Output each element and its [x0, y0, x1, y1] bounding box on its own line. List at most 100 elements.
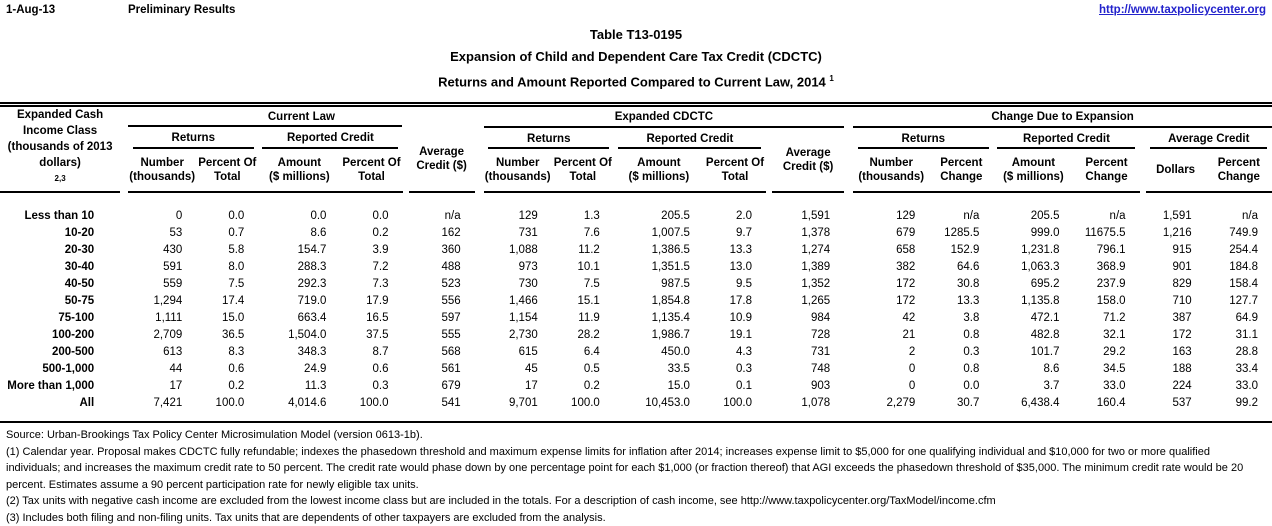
value-cell: 71.2 — [1103, 312, 1126, 325]
value-cell: 903 — [811, 380, 831, 393]
ex-average-credit-header: Average Credit ($) — [772, 127, 845, 194]
table-row: 40-50 559 7.5 292.3 7.3 523 730 7.5 987.5 9.5 1,35… — [0, 276, 1272, 293]
value-cell: 0.1 — [736, 380, 753, 393]
value-cell: 731 — [811, 346, 831, 359]
group-expanded-cdctc: Expanded CDCTC — [483, 104, 845, 129]
value-cell: 9.5 — [736, 278, 753, 291]
value-cell: 1,986.7 — [651, 329, 690, 342]
value-cell: 555 — [441, 329, 461, 342]
table-subject-title: Expansion of Child and Dependent Care Ta… — [450, 49, 822, 64]
cl-amount-header: Amount ($ millions) — [258, 149, 341, 194]
spacer-cell — [475, 344, 484, 361]
spacer-cell — [120, 242, 128, 259]
value-cell: 172 — [896, 295, 916, 308]
income-class-cell: 40-50 — [64, 278, 95, 291]
spacer-cell — [844, 327, 853, 344]
footnote-ref-2-3: 2,3 — [54, 174, 66, 184]
value-cell: 172 — [1172, 329, 1192, 342]
value-cell: 33.4 — [1235, 363, 1258, 376]
value-cell: 17 — [524, 380, 538, 393]
value-cell: 7.2 — [372, 261, 389, 274]
section-spacer — [844, 105, 853, 192]
footnote-1: (1) Calendar year. Proposal makes CDCTC … — [6, 445, 1244, 491]
value-cell: 6.4 — [583, 346, 600, 359]
income-class-cell: 20-30 — [64, 244, 95, 257]
value-cell: 591 — [163, 261, 183, 274]
value-cell: 0.5 — [583, 363, 600, 376]
value-cell: 719.0 — [297, 295, 327, 308]
income-class-cell: 30-40 — [64, 261, 95, 274]
value-cell: 1,135.4 — [651, 312, 690, 325]
top-bar: 1-Aug-13 Preliminary Results http://www.… — [0, 0, 1272, 16]
value-cell: 2,709 — [153, 329, 183, 342]
spacer-cell — [475, 192, 484, 225]
value-cell: 1,078 — [801, 397, 831, 410]
title-block: Table T13-0195 Expansion of Child and De… — [0, 24, 1272, 93]
income-class-cell: More than 1,000 — [7, 380, 95, 393]
footnote-2: (2) Tax units with negative cash income … — [6, 495, 996, 508]
value-cell: 1,135.8 — [1021, 295, 1060, 308]
value-cell: 36.5 — [221, 329, 245, 342]
value-cell: 64.9 — [1235, 312, 1258, 325]
subgroup-header-row: Returns Reported Credit Average Credit ($… — [0, 127, 1272, 194]
spacer-cell — [475, 310, 484, 327]
taxpolicycenter-link[interactable]: http://www.taxpolicycenter.org — [1099, 4, 1266, 16]
value-cell: 0 — [908, 380, 916, 393]
value-cell: 13.3 — [956, 295, 980, 308]
value-cell: 523 — [441, 278, 461, 291]
group-header-row: Expanded Cash Income Class (thousands of… — [0, 104, 1272, 194]
value-cell: 15.1 — [577, 295, 600, 308]
value-cell: 559 — [163, 278, 183, 291]
value-cell: 1,265 — [801, 295, 831, 308]
value-cell: 2,730 — [508, 329, 538, 342]
value-cell: 101.7 — [1030, 346, 1060, 359]
income-class-cell: 10-20 — [64, 227, 95, 240]
value-cell: 10,453.0 — [645, 397, 690, 410]
value-cell: 0.2 — [583, 380, 600, 393]
table-row: 20-30 430 5.8 154.7 3.9 360 1,088 11.2 1,386.5 13… — [0, 242, 1272, 259]
value-cell: 568 — [441, 346, 461, 359]
value-cell: 17.9 — [366, 295, 389, 308]
value-cell: 0.3 — [736, 363, 753, 376]
ch-percent-change-header: Percent Change — [1205, 149, 1272, 194]
value-cell: 1285.5 — [944, 227, 980, 240]
table-row: 30-40 591 8.0 288.3 7.2 488 973 10.1 1,351.5 13.0… — [0, 259, 1272, 276]
cl-average-credit-header: Average Credit ($) — [408, 127, 475, 194]
table-row: 10-20 53 0.7 8.6 0.2 162 731 7.6 1,007.5 9.7 1,378… — [0, 225, 1272, 242]
value-cell: 17.4 — [221, 295, 245, 308]
ch-amount-header: Amount ($ millions) — [993, 149, 1074, 194]
spacer-cell — [844, 310, 853, 327]
value-cell: 8.7 — [372, 346, 389, 359]
value-cell: 44 — [169, 363, 183, 376]
income-class-cell: All — [79, 397, 95, 410]
value-cell: 8.0 — [228, 261, 245, 274]
spacer-cell — [844, 378, 853, 395]
value-cell: 288.3 — [297, 261, 327, 274]
value-cell: 19.1 — [729, 329, 753, 342]
value-cell: 382 — [896, 261, 916, 274]
value-cell: 0.2 — [228, 380, 245, 393]
value-cell: 37.5 — [366, 329, 389, 342]
value-cell: 33.5 — [667, 363, 690, 376]
value-cell: 679 — [896, 227, 916, 240]
value-cell: 205.5 — [1030, 210, 1060, 223]
value-cell: 30.8 — [956, 278, 980, 291]
value-cell: 127.7 — [1229, 295, 1258, 308]
value-cell: 13.0 — [729, 261, 753, 274]
value-cell: 1,088 — [508, 244, 538, 257]
income-class-cell: 500-1,000 — [42, 363, 95, 376]
value-cell: 0.6 — [228, 363, 245, 376]
value-cell: 679 — [441, 380, 461, 393]
value-cell: 21 — [902, 329, 916, 342]
value-cell: 1,504.0 — [288, 329, 327, 342]
spacer-cell — [475, 361, 484, 378]
value-cell: 64.6 — [956, 261, 980, 274]
value-cell: 987.5 — [661, 278, 690, 291]
value-cell: 28.8 — [1235, 346, 1258, 359]
value-cell: 488 — [441, 261, 461, 274]
value-cell: 100.0 — [571, 397, 600, 410]
table-row: 200-500 613 8.3 348.3 8.7 568 615 6.4 450.0 4.3 73… — [0, 344, 1272, 361]
table-row: 75-100 1,111 15.0 663.4 16.5 597 1,154 11.9 1,13… — [0, 310, 1272, 327]
spacer-cell — [120, 395, 128, 422]
column-header-row: Number (thousands) Percent Of Total Amount… — [0, 149, 1272, 194]
